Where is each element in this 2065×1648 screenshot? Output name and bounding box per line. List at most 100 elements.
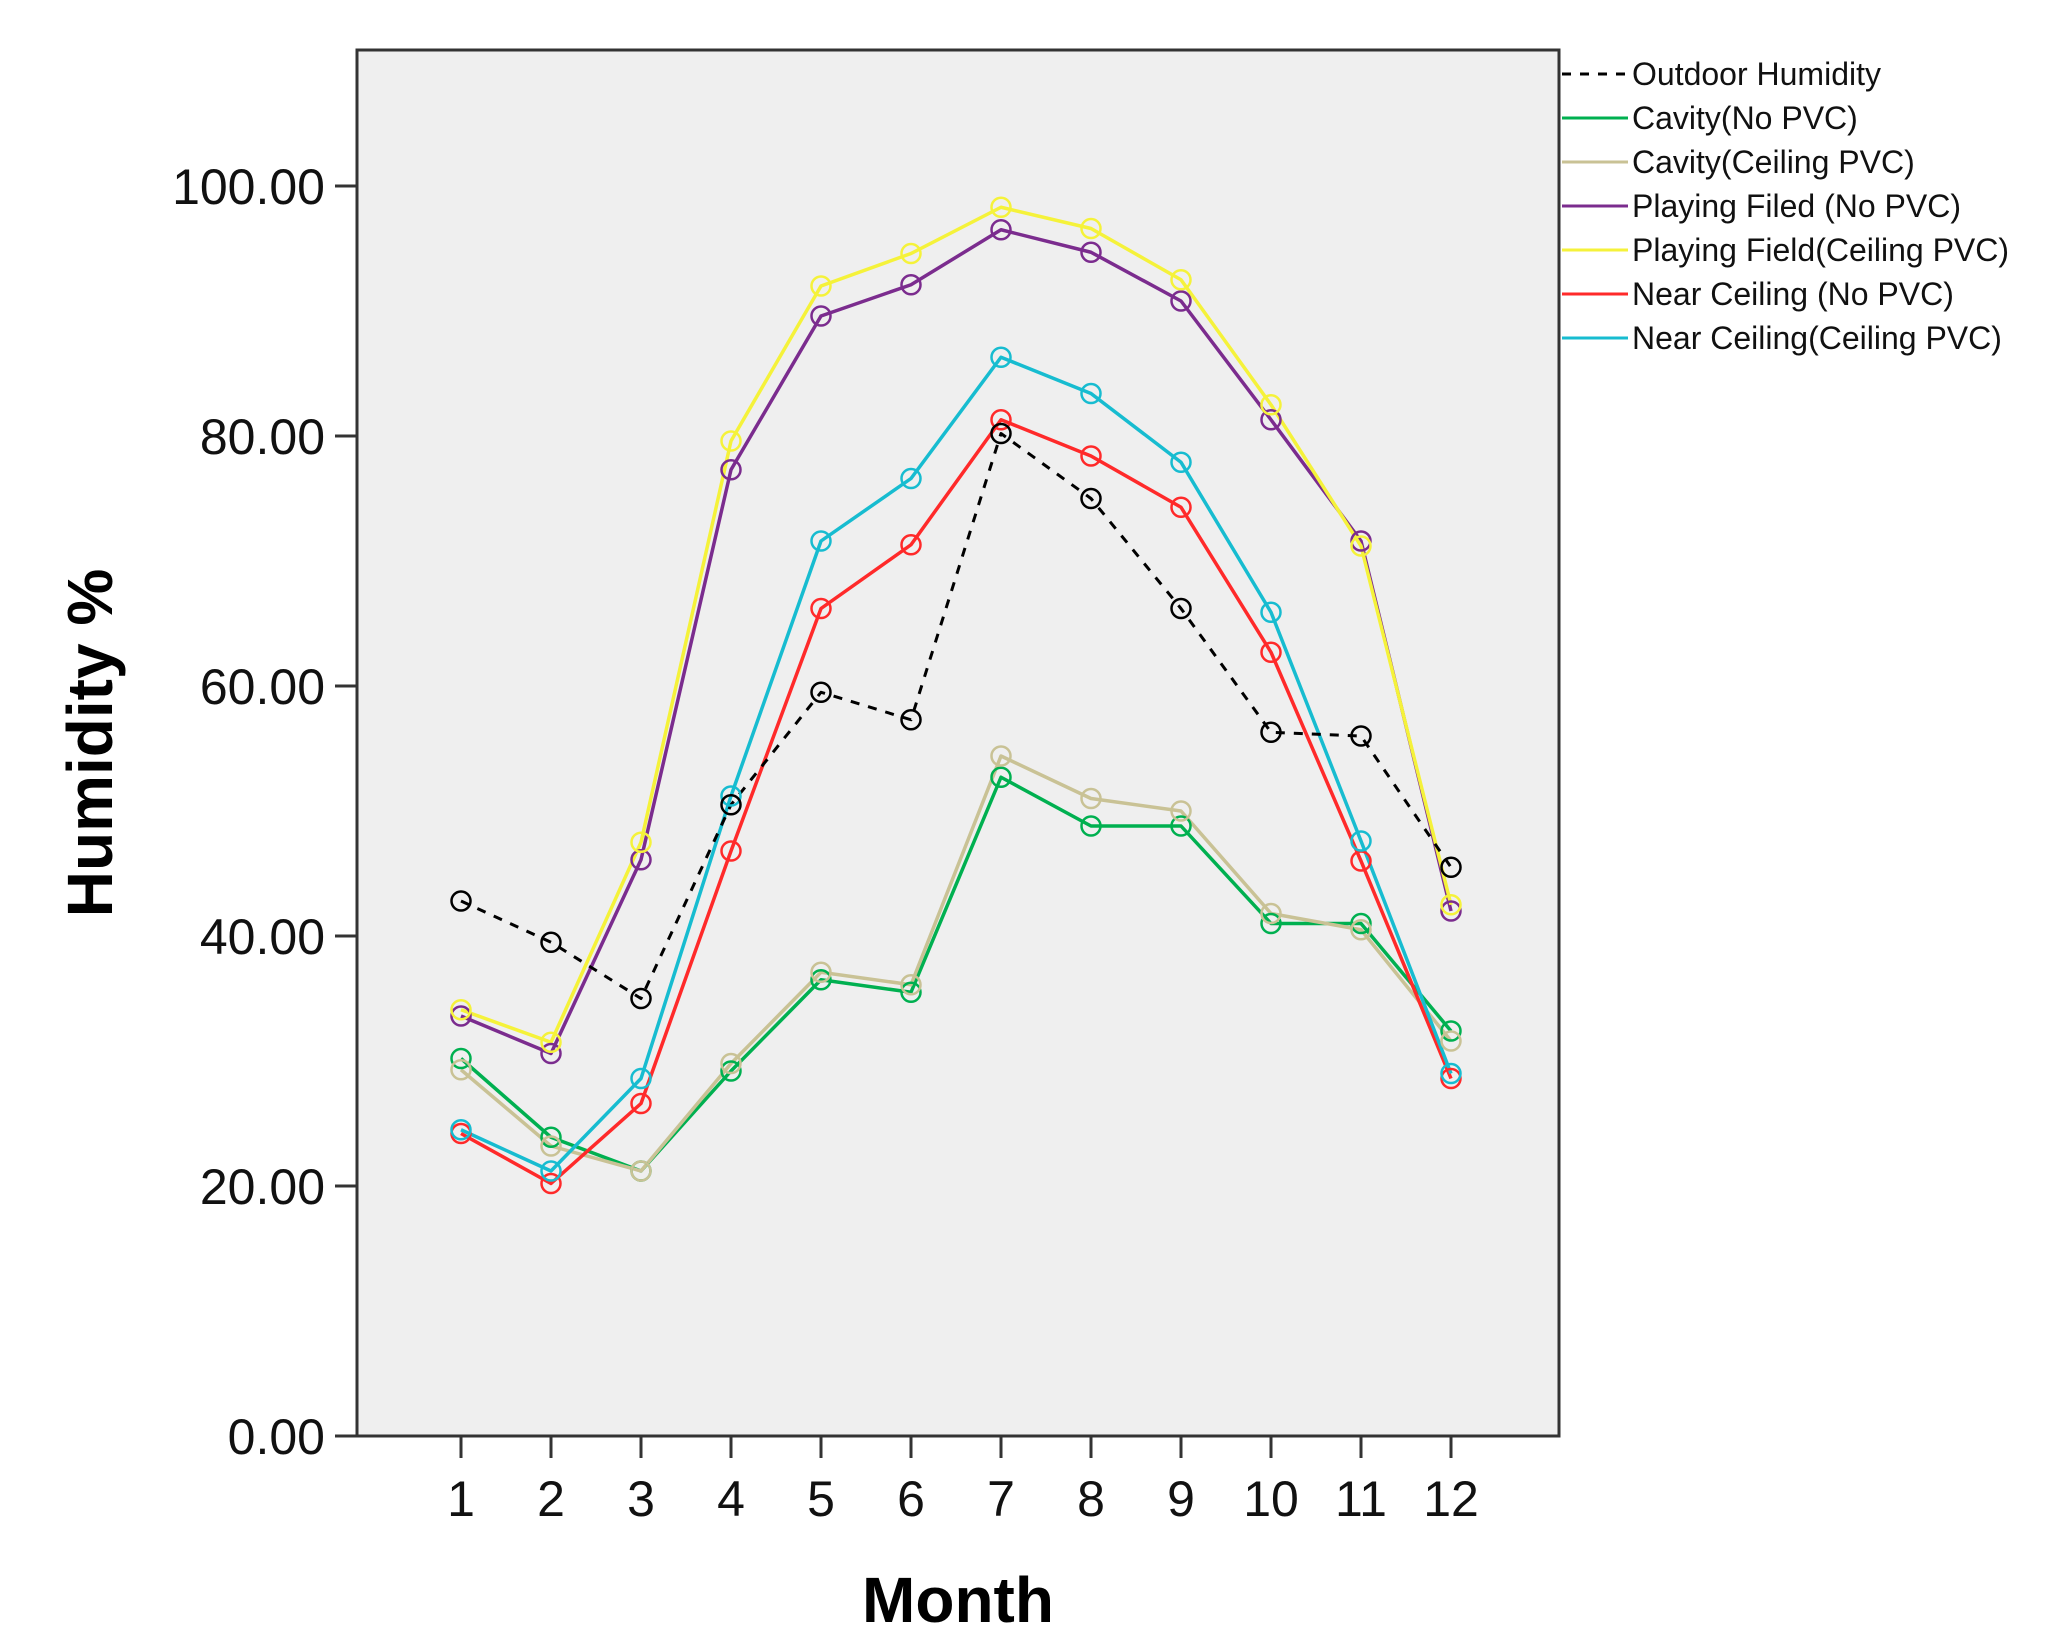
- data-point: [1350, 912, 1372, 935]
- data-point: [1170, 451, 1192, 473]
- x-tick-label: 5: [807, 1471, 835, 1527]
- y-tick-label: 100.00: [172, 159, 325, 215]
- x-tick-label: 1: [447, 1471, 475, 1527]
- data-point: [450, 1005, 472, 1027]
- data-point: [810, 597, 832, 620]
- data-point: [630, 1092, 652, 1115]
- data-point: [990, 745, 1012, 767]
- data-point: [900, 709, 922, 731]
- data-point: [990, 196, 1012, 218]
- data-point: [720, 785, 742, 807]
- x-axis: 1 2 3 4 5 6 7 8 9 10 11 12: [447, 1436, 1479, 1527]
- x-tick-label: 8: [1077, 1471, 1105, 1527]
- x-tick-label: 7: [987, 1471, 1015, 1527]
- series-line: [460, 432, 1453, 1000]
- data-point: [1170, 269, 1192, 291]
- data-point: [720, 1060, 742, 1082]
- data-point: [1440, 900, 1462, 922]
- legend-label: Cavity(Ceiling PVC): [1632, 144, 1915, 180]
- data-point: [630, 1160, 652, 1182]
- data-point: [450, 999, 472, 1021]
- data-point: [990, 346, 1012, 368]
- data-point: [810, 969, 832, 991]
- y-tick-label: 0.00: [228, 1409, 325, 1465]
- x-tick-label: 2: [537, 1471, 565, 1527]
- data-point: [1080, 445, 1102, 467]
- legend-label: Near Ceiling(Ceiling PVC): [1632, 320, 2002, 356]
- series-lines: [459, 205, 1453, 1186]
- data-point: [720, 1052, 742, 1075]
- data-point: [1080, 815, 1102, 837]
- series-line: [459, 754, 1453, 1173]
- data-point: [450, 1119, 472, 1141]
- series-line: [460, 355, 1453, 1173]
- x-tick-label: 9: [1167, 1471, 1195, 1527]
- data-point: [1350, 535, 1372, 557]
- data-point: [720, 430, 742, 452]
- x-tick-label: 11: [1335, 1471, 1387, 1527]
- x-axis-title: Month: [862, 1564, 1054, 1636]
- data-point: [720, 794, 742, 816]
- data-point: [630, 849, 652, 871]
- legend-label: Cavity(No PVC): [1632, 100, 1858, 136]
- data-point: [1440, 1020, 1462, 1042]
- data-point: [450, 1047, 472, 1070]
- data-point: [1350, 830, 1372, 852]
- data-point: [990, 409, 1012, 431]
- series-line: [460, 418, 1453, 1186]
- data-point: [990, 422, 1012, 445]
- data-point: [720, 459, 742, 481]
- data-point: [1260, 912, 1282, 935]
- data-point: [1440, 1030, 1462, 1052]
- y-tick-label: 80.00: [200, 409, 325, 465]
- data-point: [810, 961, 832, 983]
- data-point: [1080, 787, 1102, 810]
- data-point: [990, 766, 1012, 788]
- data-point: [1080, 487, 1102, 510]
- data-point: [540, 1042, 562, 1065]
- legend-label: Near Ceiling (No PVC): [1632, 276, 1954, 312]
- data-point: [1170, 496, 1192, 518]
- legend-label: Playing Filed (No PVC): [1632, 188, 1961, 224]
- data-point: [1080, 382, 1102, 405]
- x-tick-label: 10: [1243, 1471, 1299, 1527]
- data-point: [630, 1067, 652, 1090]
- data-point: [1170, 290, 1192, 312]
- data-point: [1260, 409, 1282, 431]
- series-markers: [450, 196, 1462, 1195]
- data-point: [810, 681, 832, 703]
- x-tick-label: 4: [717, 1471, 745, 1527]
- data-point: [900, 981, 922, 1003]
- data-point: [1170, 597, 1192, 620]
- x-tick-label: 6: [897, 1471, 925, 1527]
- data-point: [540, 1172, 562, 1195]
- data-point: [630, 987, 652, 1010]
- series-line: [460, 228, 1453, 1056]
- data-point: [810, 305, 832, 327]
- data-point: [540, 931, 562, 953]
- data-point: [810, 275, 832, 297]
- data-point: [810, 530, 832, 552]
- data-point: [540, 1135, 562, 1157]
- data-point: [900, 242, 922, 265]
- data-point: [990, 219, 1012, 241]
- y-tick-label: 60.00: [200, 659, 325, 715]
- data-point: [900, 467, 922, 490]
- data-point: [900, 274, 922, 296]
- data-point: [900, 974, 922, 996]
- data-point: [1440, 894, 1462, 916]
- y-axis-title: Humidity %: [54, 569, 126, 917]
- data-point: [1260, 394, 1282, 416]
- data-point: [450, 890, 472, 912]
- legend: Outdoor Humidity Cavity(No PVC) Cavity(Cei…: [1562, 56, 2009, 356]
- series-line: [460, 205, 1453, 1044]
- data-point: [1440, 856, 1462, 878]
- plot-area: [355, 48, 1561, 1438]
- data-point: [630, 831, 652, 853]
- data-point: [1080, 217, 1102, 240]
- data-point: [1260, 721, 1282, 743]
- legend-label: Playing Field(Ceiling PVC): [1632, 232, 2009, 268]
- y-tick-label: 40.00: [200, 909, 325, 965]
- x-tick-label: 3: [627, 1471, 655, 1527]
